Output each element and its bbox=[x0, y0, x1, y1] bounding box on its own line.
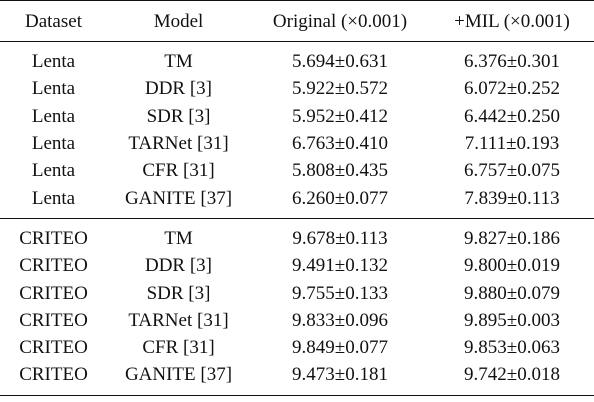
cell-mil: 6.376±0.301 bbox=[464, 51, 560, 73]
lenta-group: Lenta TM 5.694±0.631 6.376±0.301 Lenta D… bbox=[0, 42, 594, 219]
cell-dataset: CRITEO bbox=[19, 337, 88, 359]
table-row: Lenta TM 5.694±0.631 6.376±0.301 bbox=[0, 42, 594, 76]
header-row: Dataset Model Original (×0.001) +MIL (×0… bbox=[0, 0, 594, 42]
cell-model: SDR [3] bbox=[146, 105, 211, 127]
cell-dataset: CRITEO bbox=[19, 309, 88, 331]
cell-original: 9.473±0.181 bbox=[292, 364, 388, 386]
cell-model: DDR [3] bbox=[144, 78, 213, 100]
cell-model: CFR [31] bbox=[142, 160, 215, 182]
cell-original: 9.849±0.077 bbox=[292, 337, 388, 359]
cell-mil: 9.880±0.079 bbox=[464, 282, 560, 304]
table-row: CRITEO TARNet [31] 9.833±0.096 9.895±0.0… bbox=[0, 307, 594, 334]
cell-original: 5.952±0.412 bbox=[292, 105, 388, 127]
cell-model: GANITE [37] bbox=[124, 187, 233, 209]
cell-model: TARNet [31] bbox=[128, 309, 229, 331]
table-row: CRITEO SDR [3] 9.755±0.133 9.880±0.079 bbox=[0, 279, 594, 306]
cell-model: DDR [3] bbox=[144, 255, 213, 277]
table-row: CRITEO TM 9.678±0.113 9.827±0.186 bbox=[0, 218, 594, 252]
cell-mil: 7.111±0.193 bbox=[464, 133, 560, 155]
cell-model: CFR [31] bbox=[142, 337, 215, 359]
cell-original: 5.808±0.435 bbox=[292, 160, 388, 182]
table-row: Lenta GANITE [37] 6.260±0.077 7.839±0.11… bbox=[0, 184, 594, 218]
cell-mil: 6.757±0.075 bbox=[464, 160, 560, 182]
cell-original: 5.694±0.631 bbox=[292, 51, 388, 73]
cell-mil: 6.442±0.250 bbox=[464, 105, 560, 127]
cell-dataset: Lenta bbox=[31, 133, 76, 155]
header-model: Model bbox=[153, 10, 204, 32]
cell-original: 9.833±0.096 bbox=[292, 309, 388, 331]
header-dataset: Dataset bbox=[25, 10, 82, 32]
cell-original: 6.763±0.410 bbox=[292, 133, 388, 155]
table-row: Lenta TARNet [31] 6.763±0.410 7.111±0.19… bbox=[0, 130, 594, 157]
cell-mil: 9.827±0.186 bbox=[464, 227, 560, 249]
table-header: Dataset Model Original (×0.001) +MIL (×0… bbox=[0, 0, 594, 42]
cell-mil: 6.072±0.252 bbox=[464, 78, 560, 100]
cell-dataset: CRITEO bbox=[19, 282, 88, 304]
cell-dataset: Lenta bbox=[31, 78, 76, 100]
table-row: CRITEO GANITE [37] 9.473±0.181 9.742±0.0… bbox=[0, 361, 594, 396]
cell-dataset: Lenta bbox=[31, 105, 76, 127]
cell-original: 6.260±0.077 bbox=[292, 187, 388, 209]
cell-original: 5.922±0.572 bbox=[292, 78, 388, 100]
cell-dataset: Lenta bbox=[31, 160, 76, 182]
cell-mil: 9.895±0.003 bbox=[464, 309, 560, 331]
cell-mil: 9.800±0.019 bbox=[464, 255, 560, 277]
table-row: Lenta DDR [3] 5.922±0.572 6.072±0.252 bbox=[0, 75, 594, 102]
cell-dataset: Lenta bbox=[31, 187, 76, 209]
cell-dataset: CRITEO bbox=[19, 255, 88, 277]
cell-mil: 9.742±0.018 bbox=[464, 364, 560, 386]
cell-dataset: CRITEO bbox=[19, 364, 88, 386]
cell-dataset: CRITEO bbox=[19, 227, 88, 249]
cell-model: TARNet [31] bbox=[128, 133, 229, 155]
header-mil: +MIL (×0.001) bbox=[454, 10, 570, 32]
cell-original: 9.491±0.132 bbox=[292, 255, 388, 277]
cell-original: 9.755±0.133 bbox=[292, 282, 388, 304]
cell-mil: 7.839±0.113 bbox=[464, 187, 560, 209]
table-row: CRITEO CFR [31] 9.849±0.077 9.853±0.063 bbox=[0, 334, 594, 361]
criteo-group: CRITEO TM 9.678±0.113 9.827±0.186 CRITEO… bbox=[0, 218, 594, 396]
cell-dataset: Lenta bbox=[31, 51, 76, 73]
cell-model: SDR [3] bbox=[146, 282, 211, 304]
cell-model: TM bbox=[164, 227, 193, 249]
cell-mil: 9.853±0.063 bbox=[464, 337, 560, 359]
table-row: Lenta SDR [3] 5.952±0.412 6.442±0.250 bbox=[0, 103, 594, 130]
header-original: Original (×0.001) bbox=[272, 10, 408, 32]
table-row: Lenta CFR [31] 5.808±0.435 6.757±0.075 bbox=[0, 157, 594, 184]
cell-model: TM bbox=[164, 51, 193, 73]
cell-original: 9.678±0.113 bbox=[292, 227, 388, 249]
table-row: CRITEO DDR [3] 9.491±0.132 9.800±0.019 bbox=[0, 252, 594, 279]
cell-model: GANITE [37] bbox=[124, 364, 233, 386]
